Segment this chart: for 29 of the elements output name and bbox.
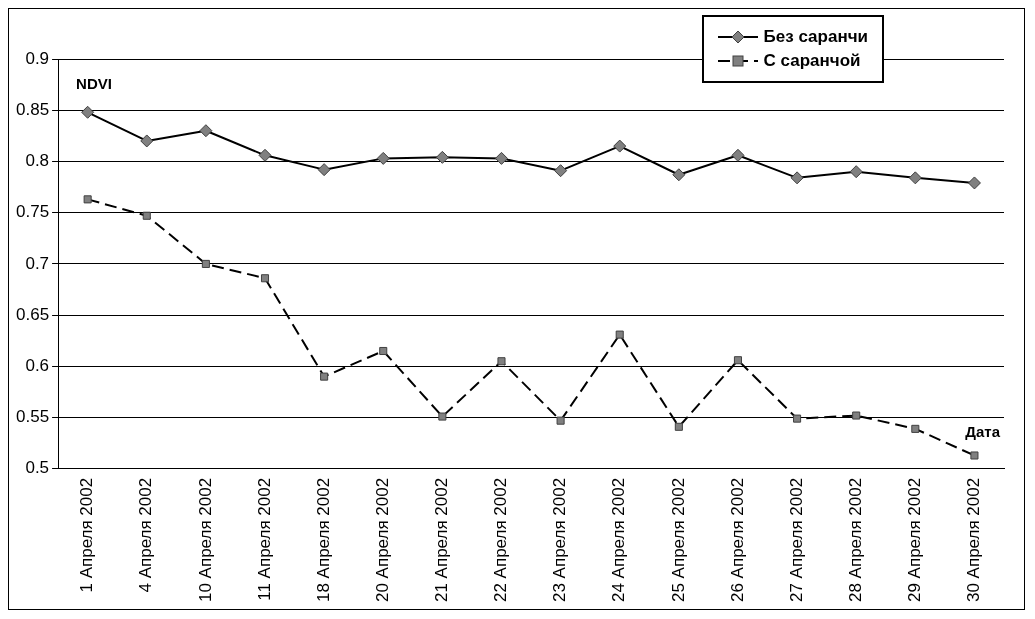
x-tick-label: 30 Апреля 2002 [964, 477, 984, 603]
x-tick-label: 20 Апреля 2002 [372, 477, 392, 603]
legend-label: С саранчой [763, 51, 861, 71]
x-axis-title: Дата [965, 423, 1001, 441]
x-tick-label: 28 Апреля 2002 [845, 477, 865, 603]
legend-label: Без саранчи [763, 27, 868, 47]
x-tick-label: 24 Апреля 2002 [609, 477, 629, 603]
y-tick-label: 0.7 [25, 253, 50, 273]
y-tick-label: 0.75 [15, 202, 50, 222]
x-tick-label: 18 Апреля 2002 [313, 477, 333, 603]
y-axis-title: NDVI [76, 74, 112, 92]
x-tick-label: 26 Апреля 2002 [727, 477, 747, 603]
x-tick-label: 11 Апреля 2002 [254, 477, 274, 601]
y-tick-label: 0.8 [25, 151, 50, 171]
y-tick-label: 0.9 [25, 48, 50, 68]
x-tick-label: 29 Апреля 2002 [905, 477, 925, 603]
x-tick-label: 10 Апреля 2002 [195, 477, 215, 603]
y-tick-label: 0.5 [25, 458, 50, 478]
y-tick-label: 0.6 [25, 356, 50, 376]
x-tick-label: 22 Апреля 2002 [491, 477, 511, 603]
y-tick-label: 0.55 [15, 407, 50, 427]
y-tick-label: 0.85 [15, 99, 50, 119]
x-tick-label: 4 Апреля 2002 [136, 477, 156, 593]
x-tick-label: 21 Апреля 2002 [432, 477, 452, 603]
x-tick-label: 25 Апреля 2002 [668, 477, 688, 603]
y-tick-label: 0.65 [15, 304, 50, 324]
x-tick-label: 27 Апреля 2002 [786, 477, 806, 603]
x-tick-label: 23 Апреля 2002 [550, 477, 570, 603]
x-tick-label: 1 Апреля 2002 [77, 477, 97, 593]
